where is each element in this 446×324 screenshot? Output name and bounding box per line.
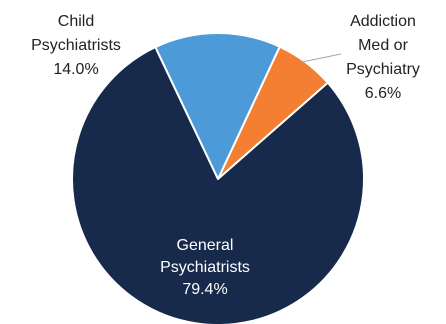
pie-slices <box>71 32 365 324</box>
pie-slice-3 <box>154 32 281 180</box>
pie-slice-2 <box>71 46 365 324</box>
slice-labels: Addiction Med or Psychiatry 6.6% General Psyc… <box>31 13 420 298</box>
slice-label-3: Child Psychiatrists 14.0% <box>31 13 121 78</box>
leader-lines <box>301 53 342 63</box>
slice-label-1: Addiction Med or Psychiatry 6.6% <box>346 13 420 102</box>
leader-line-1 <box>301 53 342 63</box>
slice-label-2: General Psychiatrists 79.4% <box>160 237 250 298</box>
